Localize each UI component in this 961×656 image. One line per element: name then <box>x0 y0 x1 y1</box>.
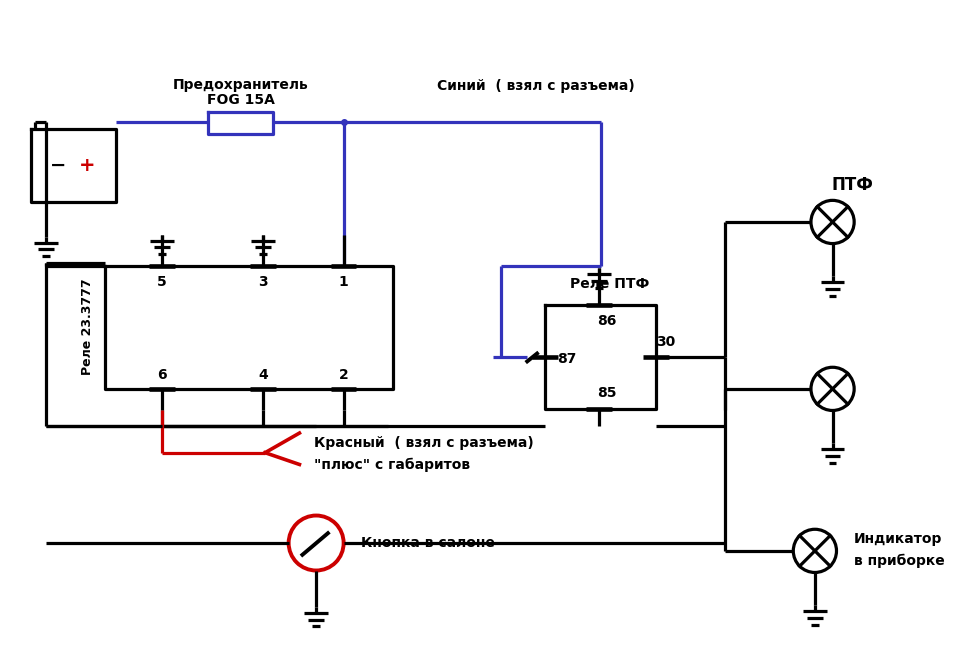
Text: Красный  ( взял с разъема): Красный ( взял с разъема) <box>314 436 533 450</box>
Text: ПТФ: ПТФ <box>830 176 873 194</box>
Text: 85: 85 <box>597 386 616 400</box>
Text: 3: 3 <box>259 275 268 289</box>
Text: FOG 15A: FOG 15A <box>207 93 274 107</box>
Text: в приборке: в приборке <box>853 554 944 568</box>
Text: Реле ПТФ: Реле ПТФ <box>570 277 649 291</box>
Text: "плюс" с габаритов: "плюс" с габаритов <box>314 457 470 472</box>
Text: 6: 6 <box>157 368 166 382</box>
Text: 86: 86 <box>597 314 616 328</box>
Text: Реле 23.3777: Реле 23.3777 <box>81 279 94 375</box>
Text: 30: 30 <box>655 335 675 349</box>
Text: +: + <box>79 155 95 174</box>
Text: Индикатор: Индикатор <box>853 532 942 546</box>
Text: 5: 5 <box>157 275 166 289</box>
Text: Синий  ( взял с разъема): Синий ( взял с разъема) <box>436 79 634 93</box>
Text: 87: 87 <box>556 352 576 367</box>
Text: 2: 2 <box>338 368 348 382</box>
Text: 1: 1 <box>338 275 348 289</box>
Text: 4: 4 <box>258 368 268 382</box>
Text: Кнопка в салоне: Кнопка в салоне <box>361 536 495 550</box>
Text: Предохранитель: Предохранитель <box>172 77 308 92</box>
Text: −: − <box>50 155 66 174</box>
